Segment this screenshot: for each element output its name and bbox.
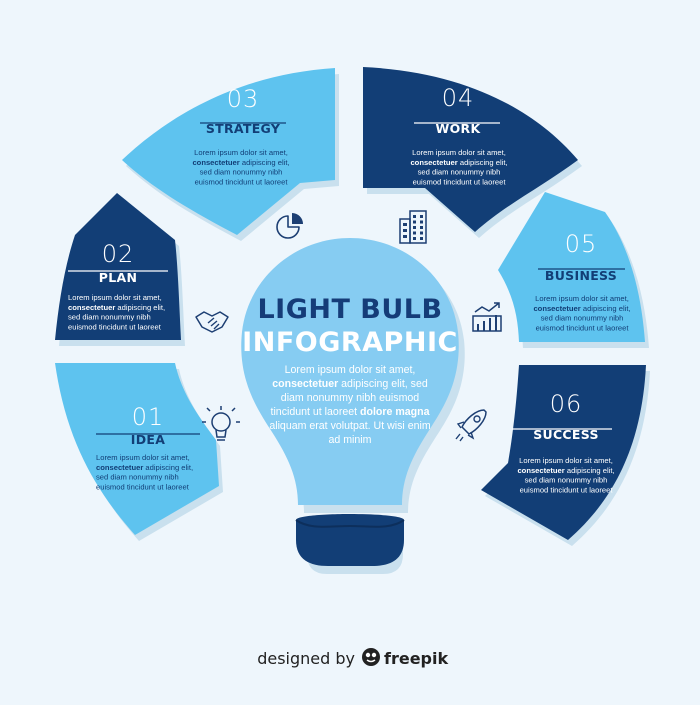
segment-number: 04 [442,84,475,112]
segment-work [363,67,578,232]
office-building-icon [399,210,427,244]
segment-text-success: 06 SUCCESS Lorem ipsum dolor sit amet, cons… [512,390,615,494]
lightbulb-icon [202,406,240,441]
pie-chart-icon [276,213,303,239]
center-title-line2: INFOGRAPHIC [242,327,458,358]
segment-success [481,365,646,540]
rocket-icon [455,409,487,442]
footer-credit: designed by freepik [257,648,448,668]
segment-title: PLAN [99,270,137,285]
segment-number: 03 [227,85,260,113]
segment-business [498,192,645,342]
segment-title: BUSINESS [545,268,617,283]
segment-title: WORK [436,121,482,136]
segment-number: 06 [550,390,583,418]
center-body: Lorem ipsum dolor sit amet, consectetuer … [269,364,431,446]
segment-title: STRATEGY [206,121,281,136]
designed-by-text: designed by [257,649,355,668]
segment-idea-body: Lorem ipsum dolor sit amet, consectetuer … [96,453,193,491]
ring-segments [55,67,646,540]
freepik-brand-text: freepik [384,649,448,668]
segment-text-work: 04 WORK Lorem ipsum dolor sit amet, consect… [410,84,507,186]
segment-number: 02 [102,240,135,268]
segment-strategy [122,68,335,235]
light-bulb [241,238,465,574]
segment-business-body: Lorem ipsum dolor sit amet, consectetuer … [533,294,630,332]
segment-title: SUCCESS [533,427,599,442]
segment-plan-body: Lorem ipsum dolor sit amet, consectetuer … [68,293,165,331]
segment-title: IDEA [131,432,165,447]
segment-number: 01 [132,403,165,431]
bulb-base [296,514,404,566]
bulb-glass [241,238,459,505]
segment-icons [195,210,502,442]
growth-chart-icon [472,302,502,332]
segment-text-plan: 02 PLAN Lorem ipsum dolor sit amet, consect… [68,240,168,331]
segment-plan [55,193,181,340]
segment-work-body: Lorem ipsum dolor sit amet, consectetuer … [410,148,507,186]
segment-number: 05 [565,230,598,258]
segment-text-business: 05 BUSINESS Lorem ipsum dolor sit amet, con… [533,230,630,332]
bulb-base-thread [295,519,405,528]
segment-success-body: Lorem ipsum dolor sit amet, consectetuer … [517,456,614,494]
segment-text-strategy: 03 STRATEGY Lorem ipsum dolor sit amet, con… [192,85,289,186]
freepik-logo-icon [362,648,380,666]
center-title-line1: LIGHT BULB [257,294,442,325]
segment-idea [55,363,219,535]
segment-strategy-body: Lorem ipsum dolor sit amet, consectetuer … [192,148,289,186]
handshake-icon [195,311,229,333]
